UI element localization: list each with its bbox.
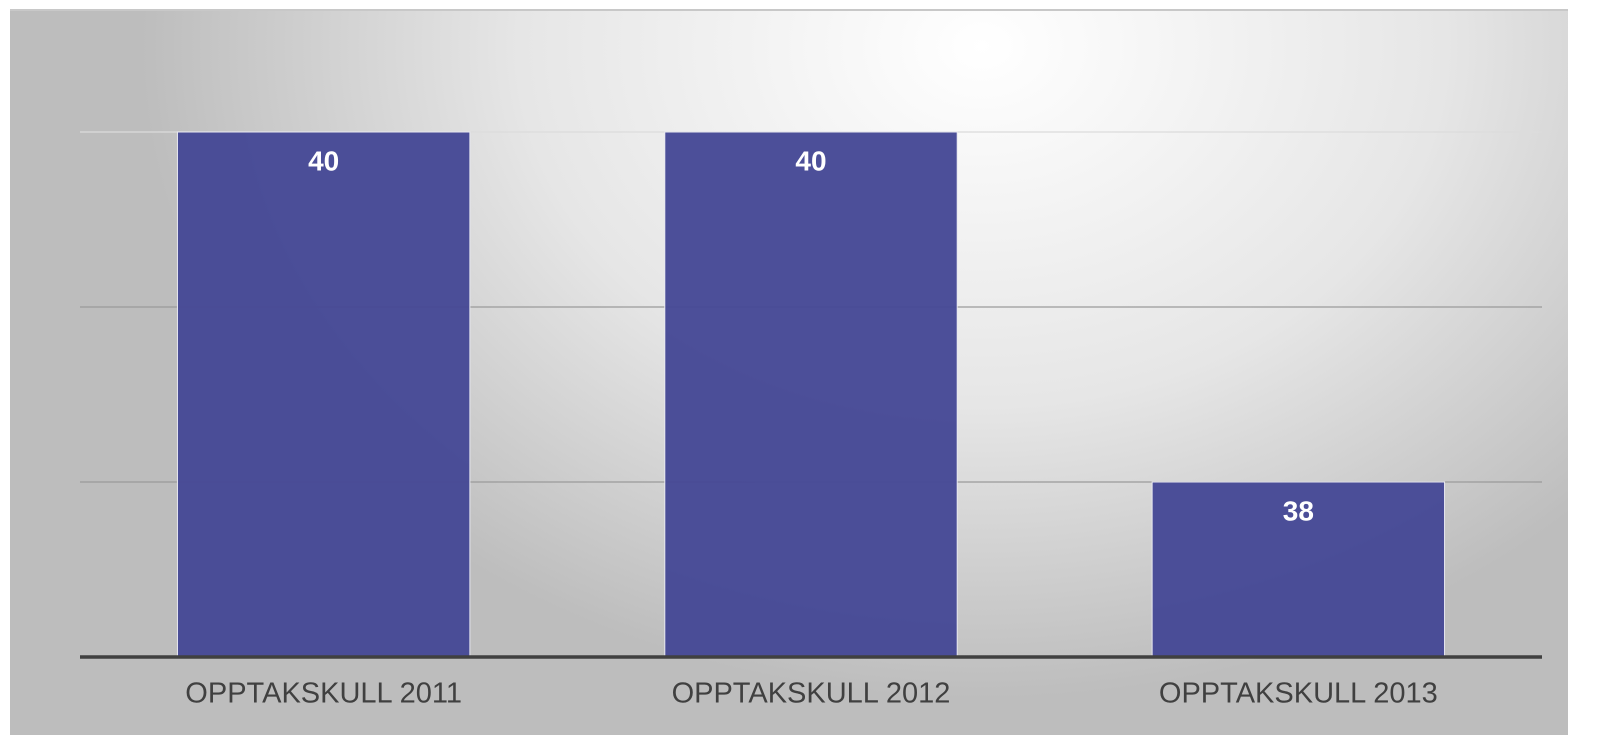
data-label: 40 bbox=[795, 145, 826, 176]
bar bbox=[176, 131, 471, 658]
x-tick-label: OPPTAKSKULL 2013 bbox=[1159, 678, 1438, 710]
data-label: 38 bbox=[1283, 495, 1314, 526]
x-tick-label: OPPTAKSKULL 2012 bbox=[672, 678, 951, 710]
x-tick-label: OPPTAKSKULL 2011 bbox=[185, 678, 462, 710]
bars bbox=[176, 131, 1446, 658]
data-label: 40 bbox=[308, 145, 339, 176]
bar bbox=[1151, 481, 1446, 658]
bar bbox=[664, 131, 958, 658]
